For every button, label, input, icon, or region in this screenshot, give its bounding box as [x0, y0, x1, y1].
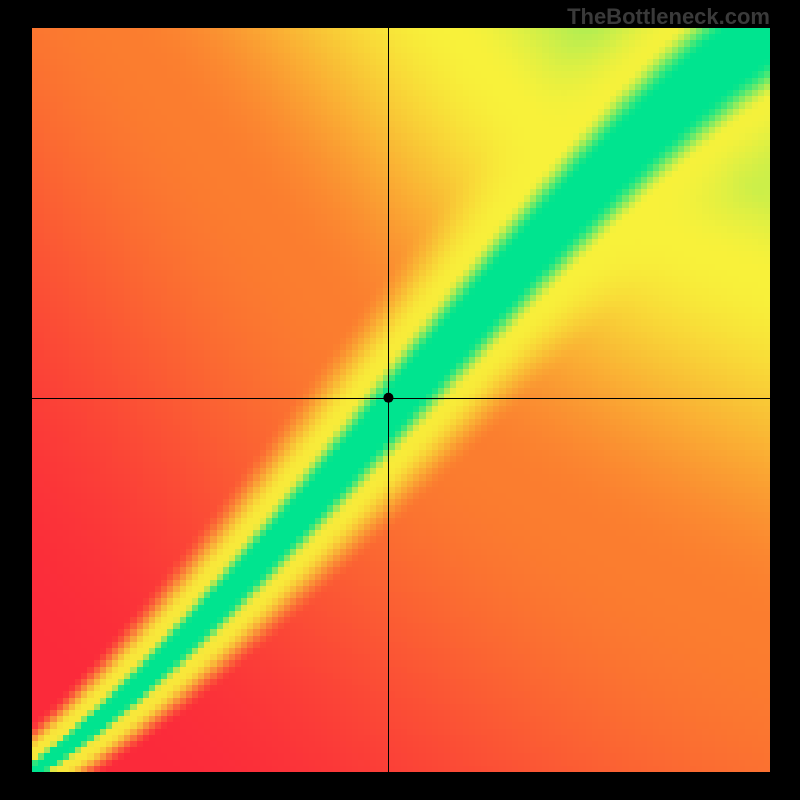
heatmap-plot — [32, 28, 770, 772]
heatmap-canvas — [32, 28, 770, 772]
watermark-text: TheBottleneck.com — [567, 4, 770, 30]
chart-frame: TheBottleneck.com — [0, 0, 800, 800]
